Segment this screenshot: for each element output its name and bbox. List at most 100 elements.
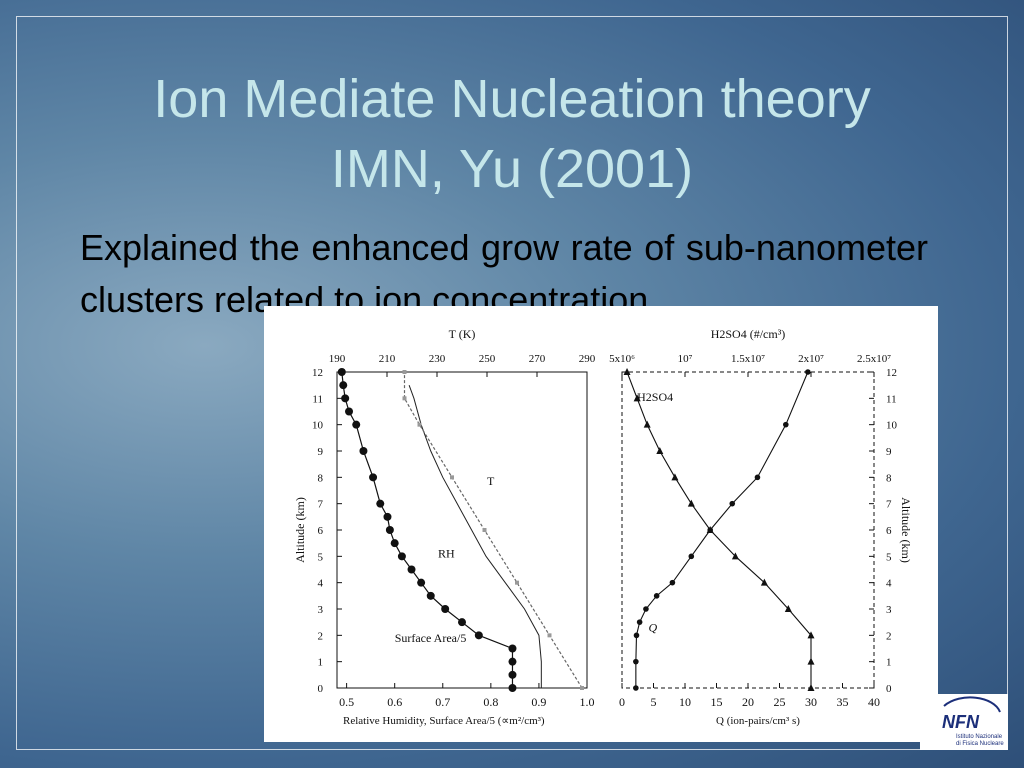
t-label: T bbox=[487, 474, 495, 488]
title-line-2: IMN, Yu (2001) bbox=[330, 139, 694, 199]
h2so4-point bbox=[623, 368, 631, 375]
right-y-tick-label: 10 bbox=[886, 420, 898, 432]
left-y-tick-label: 4 bbox=[318, 578, 324, 590]
surface-area-point bbox=[426, 591, 435, 600]
q-point bbox=[633, 685, 639, 691]
left-y-tick-label: 2 bbox=[318, 630, 324, 642]
left-top-tick-label: 250 bbox=[479, 353, 496, 365]
left-top-tick-label: 230 bbox=[429, 353, 446, 365]
left-y-tick-label: 0 bbox=[318, 683, 324, 695]
svg-text:di Fisica Nucleare: di Fisica Nucleare bbox=[956, 741, 1004, 747]
svg-text:Istituto Nazionale: Istituto Nazionale bbox=[956, 734, 1003, 740]
h2so4-point bbox=[760, 578, 768, 586]
q-point bbox=[754, 474, 761, 481]
right-y-tick-label: 6 bbox=[886, 525, 892, 537]
surface-area-point bbox=[383, 512, 392, 521]
h2so4-point bbox=[807, 631, 815, 639]
right-y-tick-label: 1 bbox=[886, 657, 892, 669]
left-y-tick-label: 11 bbox=[312, 393, 323, 405]
right-top-tick-label: 5x10⁶ bbox=[609, 353, 635, 365]
rh-label: RH bbox=[438, 547, 455, 561]
slide-title: Ion Mediate Nucleation theory IMN, Yu (2… bbox=[40, 64, 984, 204]
surface-area-point bbox=[508, 657, 517, 666]
right-y-tick-label: 9 bbox=[886, 446, 892, 458]
left-y-tick-label: 8 bbox=[318, 472, 324, 484]
q-point bbox=[783, 421, 789, 428]
h2so4-point bbox=[671, 473, 679, 481]
right-top-tick-label: 1.5x10⁷ bbox=[731, 353, 765, 365]
right-top-tick-label: 10⁷ bbox=[678, 353, 693, 365]
surface-area-point bbox=[341, 394, 350, 403]
h2so4-point bbox=[687, 499, 695, 507]
q-line bbox=[635, 371, 809, 688]
surface-area-point bbox=[508, 670, 517, 679]
left-y-tick-label: 7 bbox=[318, 499, 324, 511]
surface-area-point bbox=[508, 644, 517, 653]
left-x-tick-label: 1.0 bbox=[580, 695, 595, 709]
right-x-tick-label: 15 bbox=[711, 695, 723, 709]
left-y-tick-label: 6 bbox=[318, 525, 324, 537]
surface-area-point bbox=[417, 578, 426, 587]
q-point bbox=[633, 658, 639, 665]
figure-panel: 0 1 2 3 4 5 6 7 8 9 10 11 12 0.5 0.6 0.7 0.8 0.9 1.0 190 210… bbox=[264, 306, 938, 742]
left-top-tick-label: 190 bbox=[329, 353, 346, 365]
h2so4-point bbox=[807, 657, 815, 665]
left-y-tick-label: 5 bbox=[318, 551, 324, 563]
right-top-axis-label: H2SO4 (#/cm³) bbox=[711, 327, 786, 341]
q-point bbox=[653, 593, 660, 599]
t-point bbox=[580, 686, 584, 690]
left-x-tick-label: 0.5 bbox=[339, 695, 354, 709]
right-x-tick-label: 40 bbox=[868, 695, 880, 709]
left-x-tick-label: 0.7 bbox=[435, 695, 450, 709]
left-top-tick-label: 210 bbox=[379, 353, 396, 365]
q-point bbox=[643, 606, 649, 612]
h2so4-point bbox=[784, 605, 792, 612]
right-plot-frame bbox=[621, 371, 875, 689]
left-x-tick-label: 0.6 bbox=[387, 695, 402, 709]
right-top-tick-label: 2x10⁷ bbox=[798, 353, 824, 365]
left-y-axis-label: Altitude (km) bbox=[293, 497, 307, 563]
left-top-tick-label: 290 bbox=[579, 353, 596, 365]
right-y-tick-label: 8 bbox=[886, 472, 892, 484]
right-x-tick-label: 5 bbox=[651, 695, 657, 709]
right-y-tick-label: 0 bbox=[886, 683, 892, 695]
right-x-tick-label: 0 bbox=[619, 695, 625, 709]
q-label: Q bbox=[648, 620, 657, 634]
infn-logo-graphic: NFN Istituto Nazionale di Fisica Nuclear… bbox=[942, 696, 1004, 747]
surface-area-point bbox=[474, 631, 483, 640]
right-y-tick-label: 5 bbox=[886, 551, 892, 563]
right-x-tick-label: 25 bbox=[774, 695, 786, 709]
right-x-tick-label: 35 bbox=[837, 695, 849, 709]
t-point bbox=[402, 396, 407, 401]
q-point bbox=[707, 527, 713, 533]
surface-area-point bbox=[337, 368, 346, 376]
infn-logo: NFN Istituto Nazionale di Fisica Nuclear… bbox=[920, 694, 1008, 750]
right-y-tick-label: 2 bbox=[886, 630, 892, 642]
left-top-tick-label: 270 bbox=[529, 353, 546, 365]
t-point bbox=[547, 633, 552, 638]
right-top-tick-label: 2.5x10⁷ bbox=[857, 353, 891, 365]
surface-area-point bbox=[352, 420, 361, 429]
surface-area-point bbox=[369, 473, 378, 482]
t-point bbox=[450, 475, 454, 480]
right-x-tick-label: 30 bbox=[805, 695, 817, 709]
t-point bbox=[515, 580, 519, 585]
surface-area-point bbox=[376, 499, 385, 508]
q-point bbox=[805, 369, 811, 375]
surface-area-point bbox=[339, 381, 348, 390]
right-y-tick-label: 12 bbox=[886, 367, 897, 379]
h2so4-point bbox=[731, 552, 739, 560]
left-y-tick-label: 10 bbox=[312, 420, 324, 432]
t-line bbox=[403, 372, 583, 689]
right-y-tick-label: 11 bbox=[886, 393, 897, 405]
surface-area-point bbox=[508, 684, 517, 692]
h2so4-point bbox=[656, 447, 664, 454]
left-y-tick-label: 1 bbox=[318, 657, 324, 669]
h2so4-point bbox=[643, 420, 651, 428]
surface-area-point bbox=[385, 526, 394, 534]
q-point bbox=[729, 500, 736, 507]
t-point bbox=[402, 370, 407, 374]
left-y-tick-label: 12 bbox=[312, 367, 323, 379]
right-y-tick-label: 7 bbox=[886, 499, 892, 511]
